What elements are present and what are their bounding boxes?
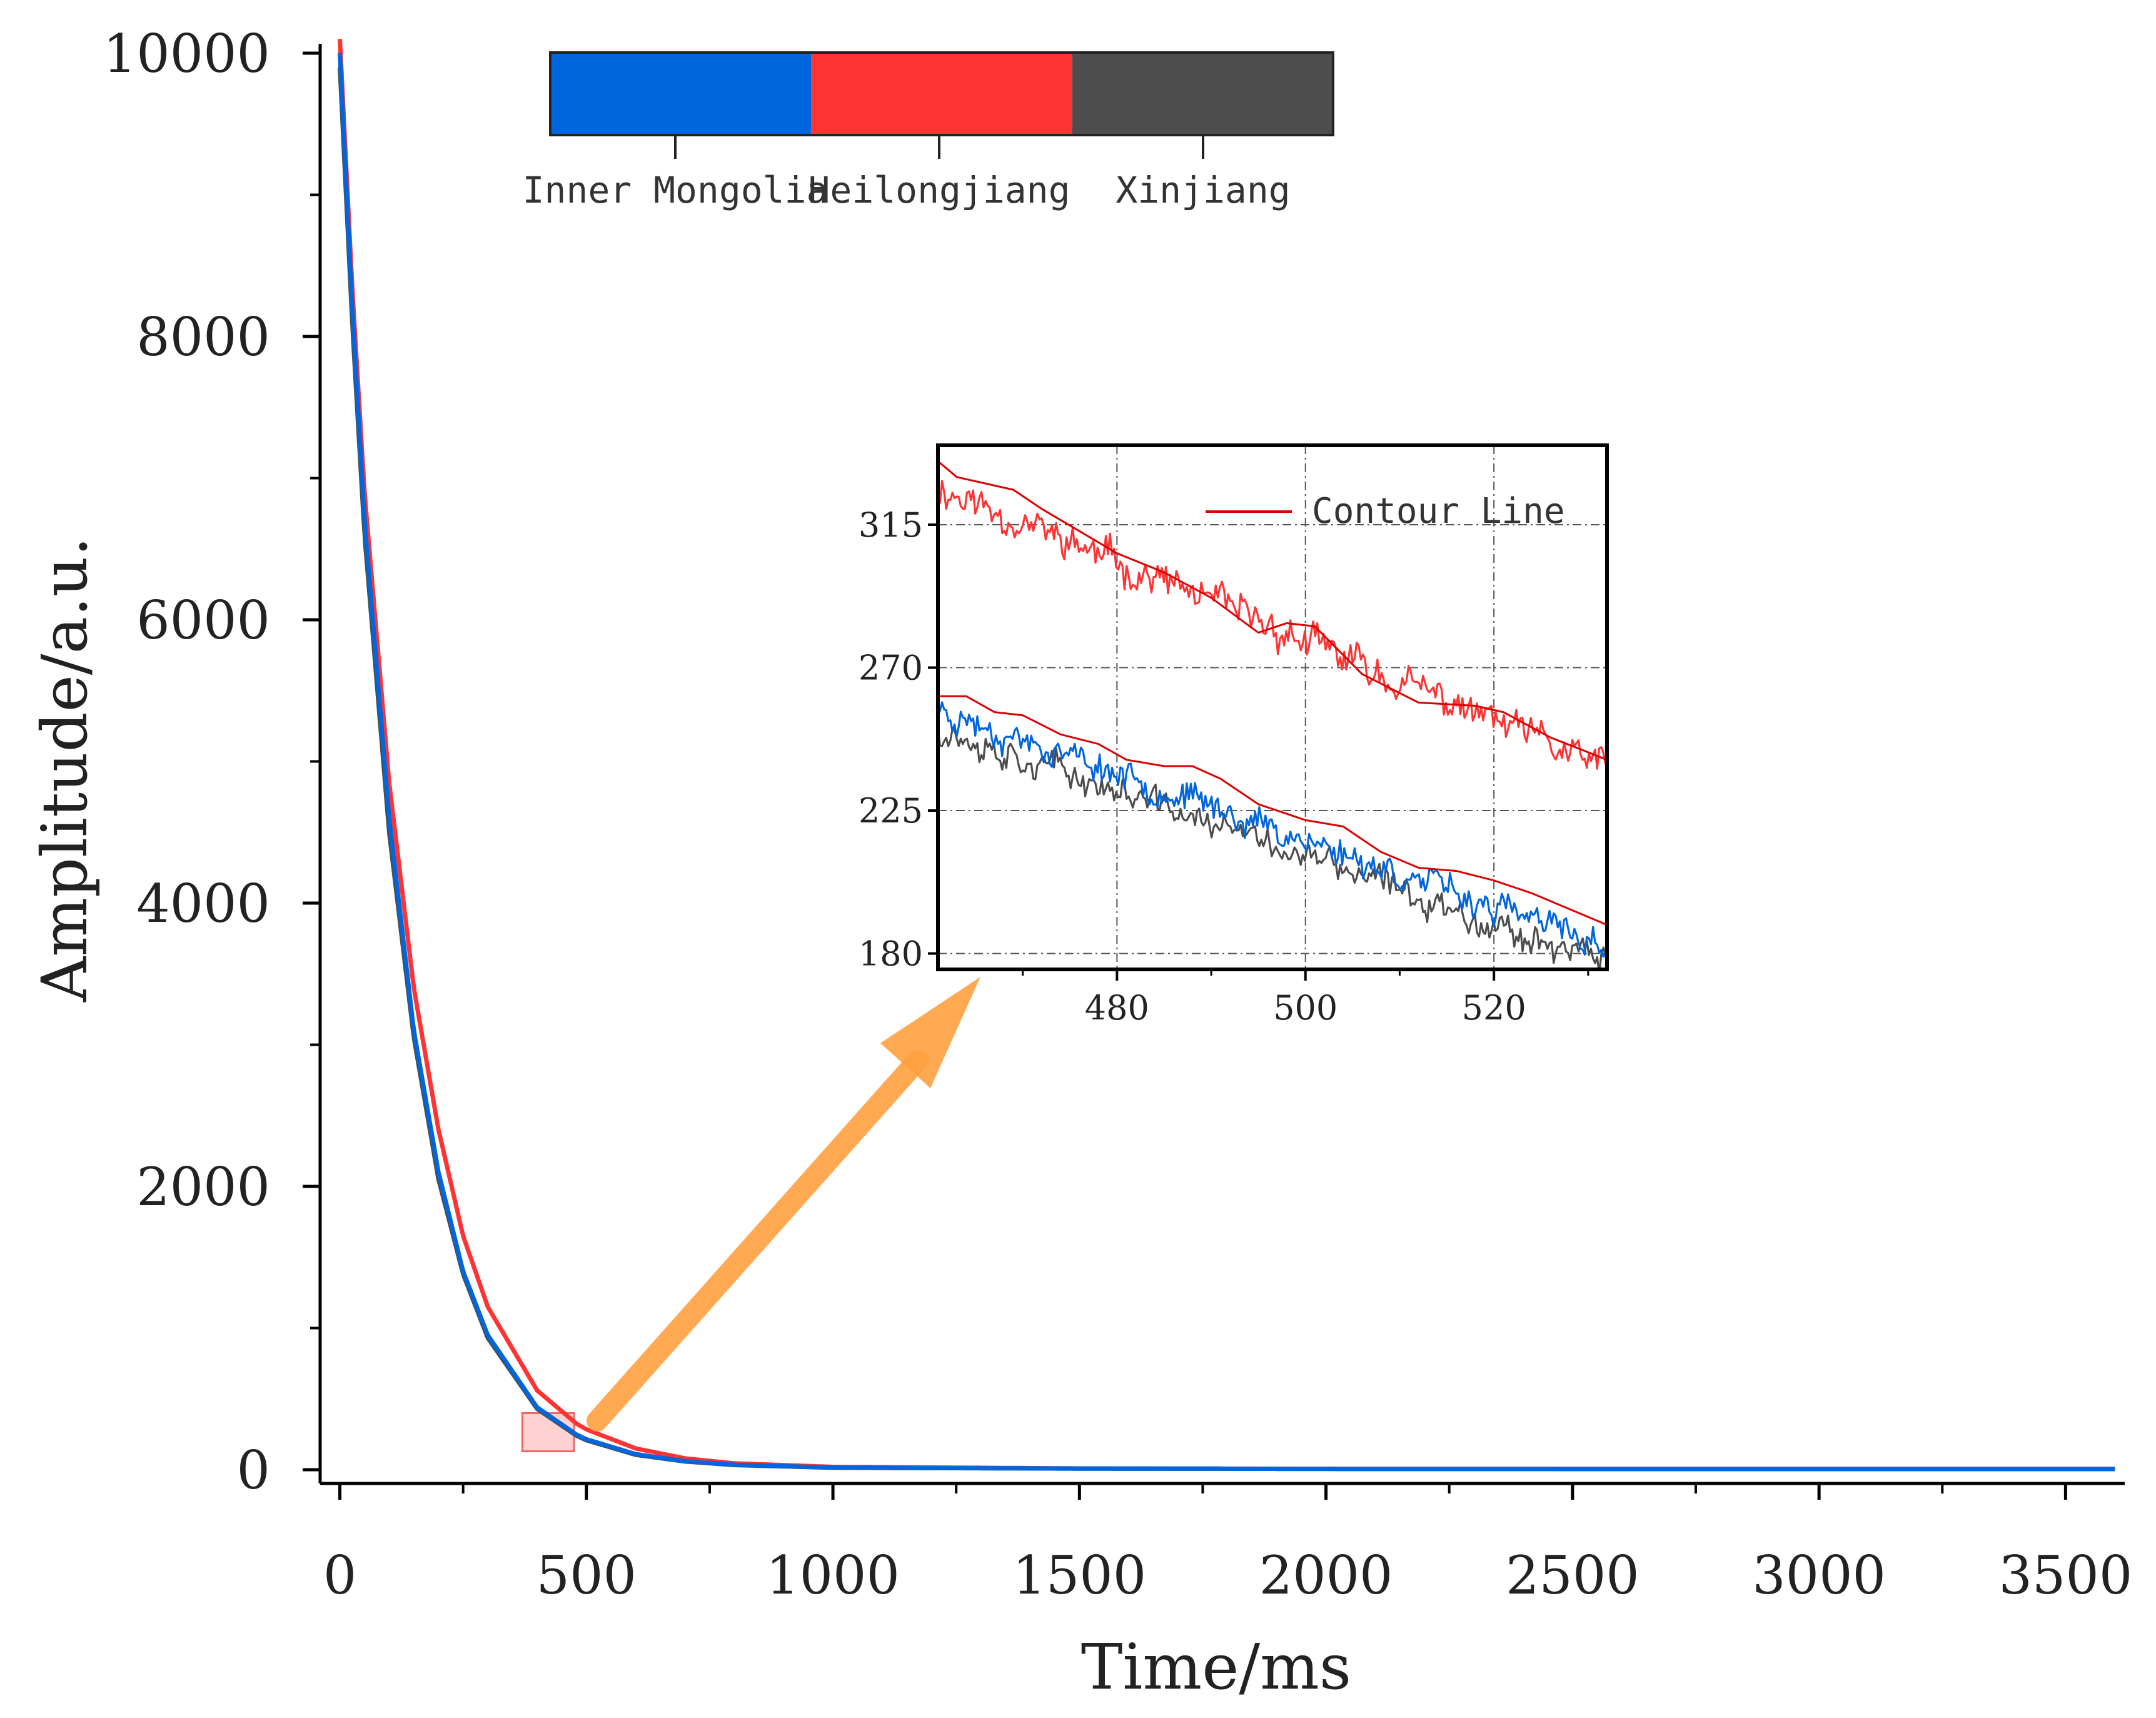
y-axis-label: Amplitude/a.u. [28,537,101,1003]
zoom-arrow [587,977,980,1432]
x-tick-label: 3000 [1752,1545,1886,1606]
x-tick-label: 0 [323,1545,356,1606]
inset-y-tick-label: 180 [859,934,923,974]
y-tick-label: 0 [237,1440,270,1501]
inset-x-tick-label: 480 [1085,988,1149,1028]
inset-x-tick-label: 500 [1273,988,1337,1028]
main-series-inner-mongolia [338,53,2115,1472]
contour-line-legend-label: Contour Line [1312,491,1565,532]
inset-series-inner-mongolia [938,701,1606,958]
y-tick-label: 6000 [136,590,270,651]
inset-contour-line [938,460,1607,761]
x-tick-label: 1000 [766,1545,900,1606]
y-tick-label: 2000 [136,1156,270,1218]
colorbar-segment [550,53,812,135]
y-tick-label: 4000 [136,873,270,934]
colorbar-segment [1072,53,1333,135]
colorbar-frame [549,51,1334,136]
inset-legend: Contour Line [1206,491,1565,532]
inset-series-heilongjiang [938,480,1607,770]
y-tick-label: 10000 [103,23,270,84]
inset-y-tick-label: 225 [859,791,923,831]
x-tick-label: 1500 [1012,1545,1146,1606]
x-tick-label: 2000 [1259,1545,1393,1606]
inset-y-tick-label: 315 [859,505,923,545]
main-axes [318,44,2125,1485]
colorbar-label: Heilongjiang [808,169,1070,211]
main-series-heilongjiang [338,39,2115,1472]
colorbar-segment [811,53,1072,135]
main-series-xinjiang [338,67,2115,1472]
y-tick-label: 8000 [136,306,270,368]
colorbar-label: Inner Mongolia [523,169,829,211]
x-tick-label: 2500 [1506,1545,1640,1606]
inset-y-tick-label: 270 [859,649,923,688]
inset-frame [936,443,1609,971]
inset-contour-line [938,695,1607,926]
x-tick-label: 3500 [1998,1545,2132,1606]
colorbar-label: Xinjiang [1116,169,1290,211]
inset-series-xinjiang [938,728,1607,969]
zoom-region-highlight [521,1412,575,1453]
x-axis-label: Time/ms [1081,1630,1352,1704]
inset-x-tick-label: 520 [1462,988,1526,1028]
x-tick-label: 500 [536,1545,637,1606]
